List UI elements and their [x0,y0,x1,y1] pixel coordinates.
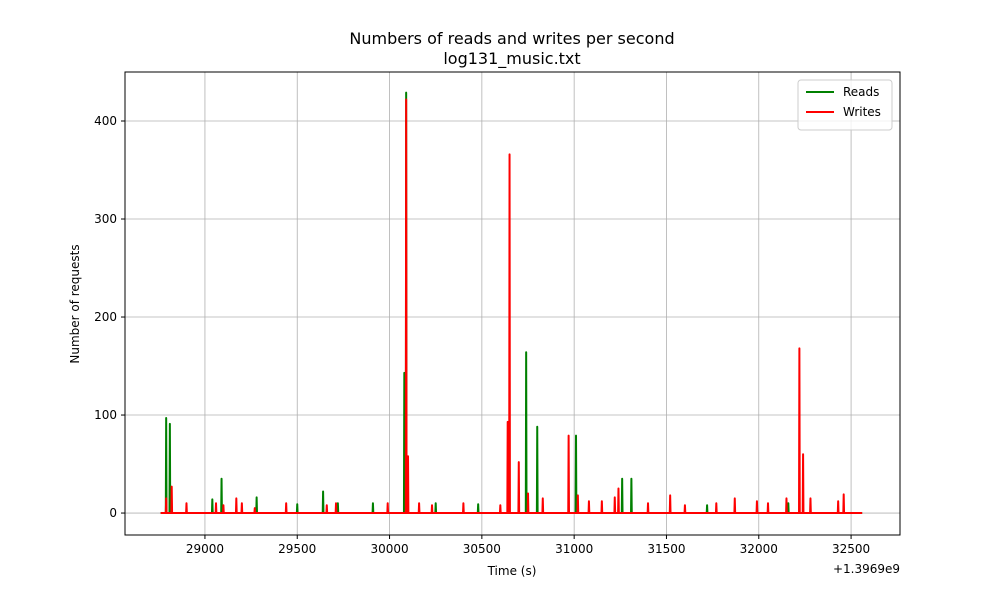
y-tick-label: 200 [94,310,117,324]
x-tick-label: 31500 [647,542,685,556]
axes-frame [124,71,901,536]
chart-title: Numbers of reads and writes per second [349,29,674,48]
plot-area [160,91,863,515]
x-tick-label: 30500 [463,542,501,556]
y-tick-label: 300 [94,212,117,226]
x-tick-label: 30000 [370,542,408,556]
y-tick-label: 0 [109,506,117,520]
x-tick-label: 32500 [832,542,870,556]
series-line [160,98,863,515]
x-axis-label: Time (s) [487,564,537,578]
x-offset-text: +1.3969e9 [833,562,900,576]
legend-label: Reads [843,85,879,99]
y-tick-label: 400 [94,114,117,128]
y-axis-label: Number of requests [68,244,82,363]
legend-label: Writes [843,105,881,119]
legend: Reads Writes [797,79,893,131]
x-tick-label: 29000 [186,542,224,556]
x-tick-label: 31000 [555,542,593,556]
chart-subtitle: log131_music.txt [443,49,580,69]
y-tick-label: 100 [94,408,117,422]
x-tick-label: 29500 [278,542,316,556]
x-tick-label: 32000 [740,542,778,556]
